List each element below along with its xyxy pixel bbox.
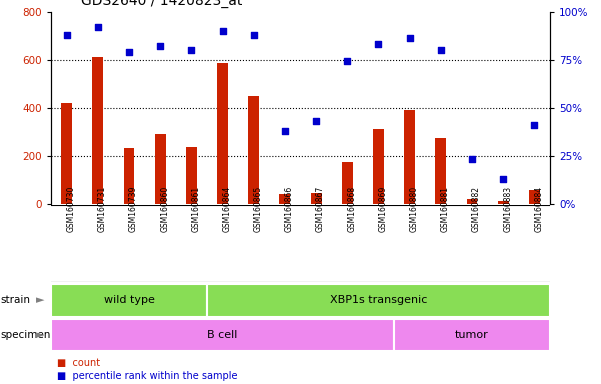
Text: XBP1s transgenic: XBP1s transgenic bbox=[330, 295, 427, 306]
Text: GSM160881: GSM160881 bbox=[441, 186, 450, 232]
Point bbox=[529, 122, 539, 128]
Point bbox=[62, 31, 72, 38]
Bar bbox=[124, 148, 135, 204]
Bar bbox=[279, 194, 290, 204]
Point bbox=[249, 31, 258, 38]
Bar bbox=[342, 162, 353, 204]
Point bbox=[467, 156, 477, 162]
Text: GSM160880: GSM160880 bbox=[410, 186, 419, 232]
Text: GSM160867: GSM160867 bbox=[316, 186, 325, 232]
Bar bbox=[186, 147, 197, 204]
Bar bbox=[394, 319, 550, 351]
Point bbox=[405, 35, 415, 41]
Text: GSM160866: GSM160866 bbox=[285, 186, 294, 232]
Text: B cell: B cell bbox=[207, 330, 238, 340]
Bar bbox=[498, 201, 508, 204]
Point bbox=[436, 47, 445, 53]
Text: GSM160739: GSM160739 bbox=[129, 186, 138, 232]
Text: GSM160865: GSM160865 bbox=[254, 186, 263, 232]
Point bbox=[343, 58, 352, 65]
Bar bbox=[61, 103, 72, 204]
Text: GSM160882: GSM160882 bbox=[472, 186, 481, 232]
Point bbox=[93, 24, 103, 30]
Bar bbox=[529, 190, 540, 204]
Text: ►: ► bbox=[36, 330, 44, 340]
Bar bbox=[51, 284, 207, 317]
Bar bbox=[217, 63, 228, 204]
Text: ■  count: ■ count bbox=[57, 358, 100, 368]
Text: GSM160864: GSM160864 bbox=[222, 186, 231, 232]
Text: GDS2640 / 1420823_at: GDS2640 / 1420823_at bbox=[81, 0, 243, 8]
Text: ■  percentile rank within the sample: ■ percentile rank within the sample bbox=[57, 371, 237, 381]
Text: strain: strain bbox=[1, 295, 31, 306]
Point bbox=[218, 28, 227, 34]
Text: GSM160730: GSM160730 bbox=[67, 186, 76, 232]
Point bbox=[280, 127, 290, 134]
Bar bbox=[154, 134, 166, 204]
Text: GSM160869: GSM160869 bbox=[379, 186, 388, 232]
Text: GSM160731: GSM160731 bbox=[98, 186, 107, 232]
Text: GSM160884: GSM160884 bbox=[534, 186, 543, 232]
Text: GSM160868: GSM160868 bbox=[347, 186, 356, 232]
Bar bbox=[248, 96, 259, 204]
Point bbox=[186, 47, 196, 53]
Bar bbox=[93, 57, 103, 204]
Bar bbox=[466, 199, 477, 204]
Point bbox=[374, 41, 383, 47]
Bar bbox=[207, 284, 550, 317]
Text: specimen: specimen bbox=[1, 330, 51, 340]
Point bbox=[311, 118, 321, 124]
Bar bbox=[311, 193, 322, 204]
Text: tumor: tumor bbox=[455, 330, 489, 340]
Bar bbox=[404, 110, 415, 204]
Bar bbox=[373, 129, 384, 204]
Text: wild type: wild type bbox=[103, 295, 154, 306]
Text: GSM160883: GSM160883 bbox=[503, 186, 512, 232]
Bar bbox=[435, 137, 447, 204]
Text: GSM160861: GSM160861 bbox=[191, 186, 200, 232]
Text: GSM160860: GSM160860 bbox=[160, 186, 169, 232]
Point bbox=[124, 49, 134, 55]
Point bbox=[498, 175, 508, 182]
Bar bbox=[51, 319, 394, 351]
Text: ►: ► bbox=[36, 295, 44, 306]
Point bbox=[156, 43, 165, 49]
